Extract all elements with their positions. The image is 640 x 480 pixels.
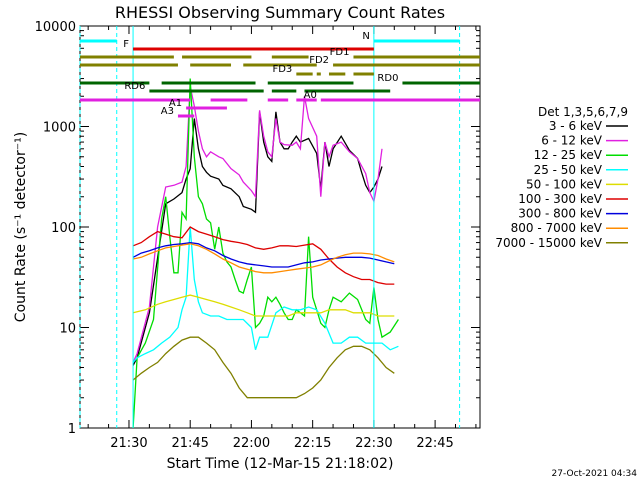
x-tick-label: 22:15 — [294, 436, 331, 451]
flag-label: F — [123, 39, 129, 50]
series-line — [132, 226, 399, 363]
legend-label: 3 - 6 keV — [549, 119, 603, 133]
flag-label: A3 — [161, 106, 174, 117]
series-line — [132, 243, 395, 274]
vertical-lines — [79, 26, 461, 428]
legend-label: 25 - 50 keV — [534, 163, 603, 177]
flag-label: FD2 — [309, 55, 329, 66]
series-line — [132, 226, 395, 285]
legend-label: 6 - 12 keV — [541, 134, 603, 148]
legend-label: 12 - 25 keV — [534, 148, 603, 162]
y-tick-label: 1 — [68, 422, 76, 437]
flag-label: FD3 — [272, 64, 292, 75]
series-line — [132, 336, 395, 399]
legend-label: 7000 - 15000 keV — [495, 236, 602, 250]
x-tick-label: 22:00 — [233, 436, 270, 451]
x-tick-label: 22:30 — [355, 436, 392, 451]
flag-label: FD1 — [330, 47, 350, 58]
legend-label: 800 - 7000 keV — [511, 221, 603, 235]
legend-label: 50 - 100 keV — [526, 177, 603, 191]
legend-title: Det 1,3,5,6,7,9 — [538, 105, 628, 119]
flag-label: N — [362, 31, 369, 42]
flag-label: A0 — [304, 90, 317, 101]
series-line — [132, 294, 395, 317]
x-tick-label: 22:45 — [416, 436, 453, 451]
flag-label: RD6 — [124, 81, 145, 92]
y-tick-label: 100 — [51, 221, 76, 236]
y-axis-label: Count Rate (s⁻¹ detector⁻¹) — [13, 132, 29, 322]
series-line — [132, 78, 399, 429]
series-line — [132, 111, 383, 366]
y-tick-label: 1000 — [43, 121, 76, 136]
axis-ticks: 21:30 21:45 22:00 22:15 22:30 22:45 1 10 100 1000… — [35, 20, 480, 451]
x-tick-label: 21:30 — [110, 436, 147, 451]
footer-date: 27-Oct-2021 04:34 — [552, 469, 638, 479]
series-line — [132, 86, 383, 363]
x-axis-label: Start Time (12-Mar-15 21:18:02) — [167, 456, 394, 472]
y-tick-label: 10000 — [35, 20, 76, 35]
legend-label: 300 - 800 keV — [518, 207, 602, 221]
legend-label: 100 - 300 keV — [518, 192, 602, 206]
flag-label: A1 — [169, 98, 182, 109]
chart-title: RHESSI Observing Summary Count Rates — [115, 3, 445, 22]
series-group — [132, 78, 399, 429]
y-tick-label: 10 — [59, 322, 76, 337]
series-line — [132, 241, 395, 268]
x-tick-label: 21:45 — [171, 436, 208, 451]
flag-label: RD0 — [377, 73, 398, 84]
